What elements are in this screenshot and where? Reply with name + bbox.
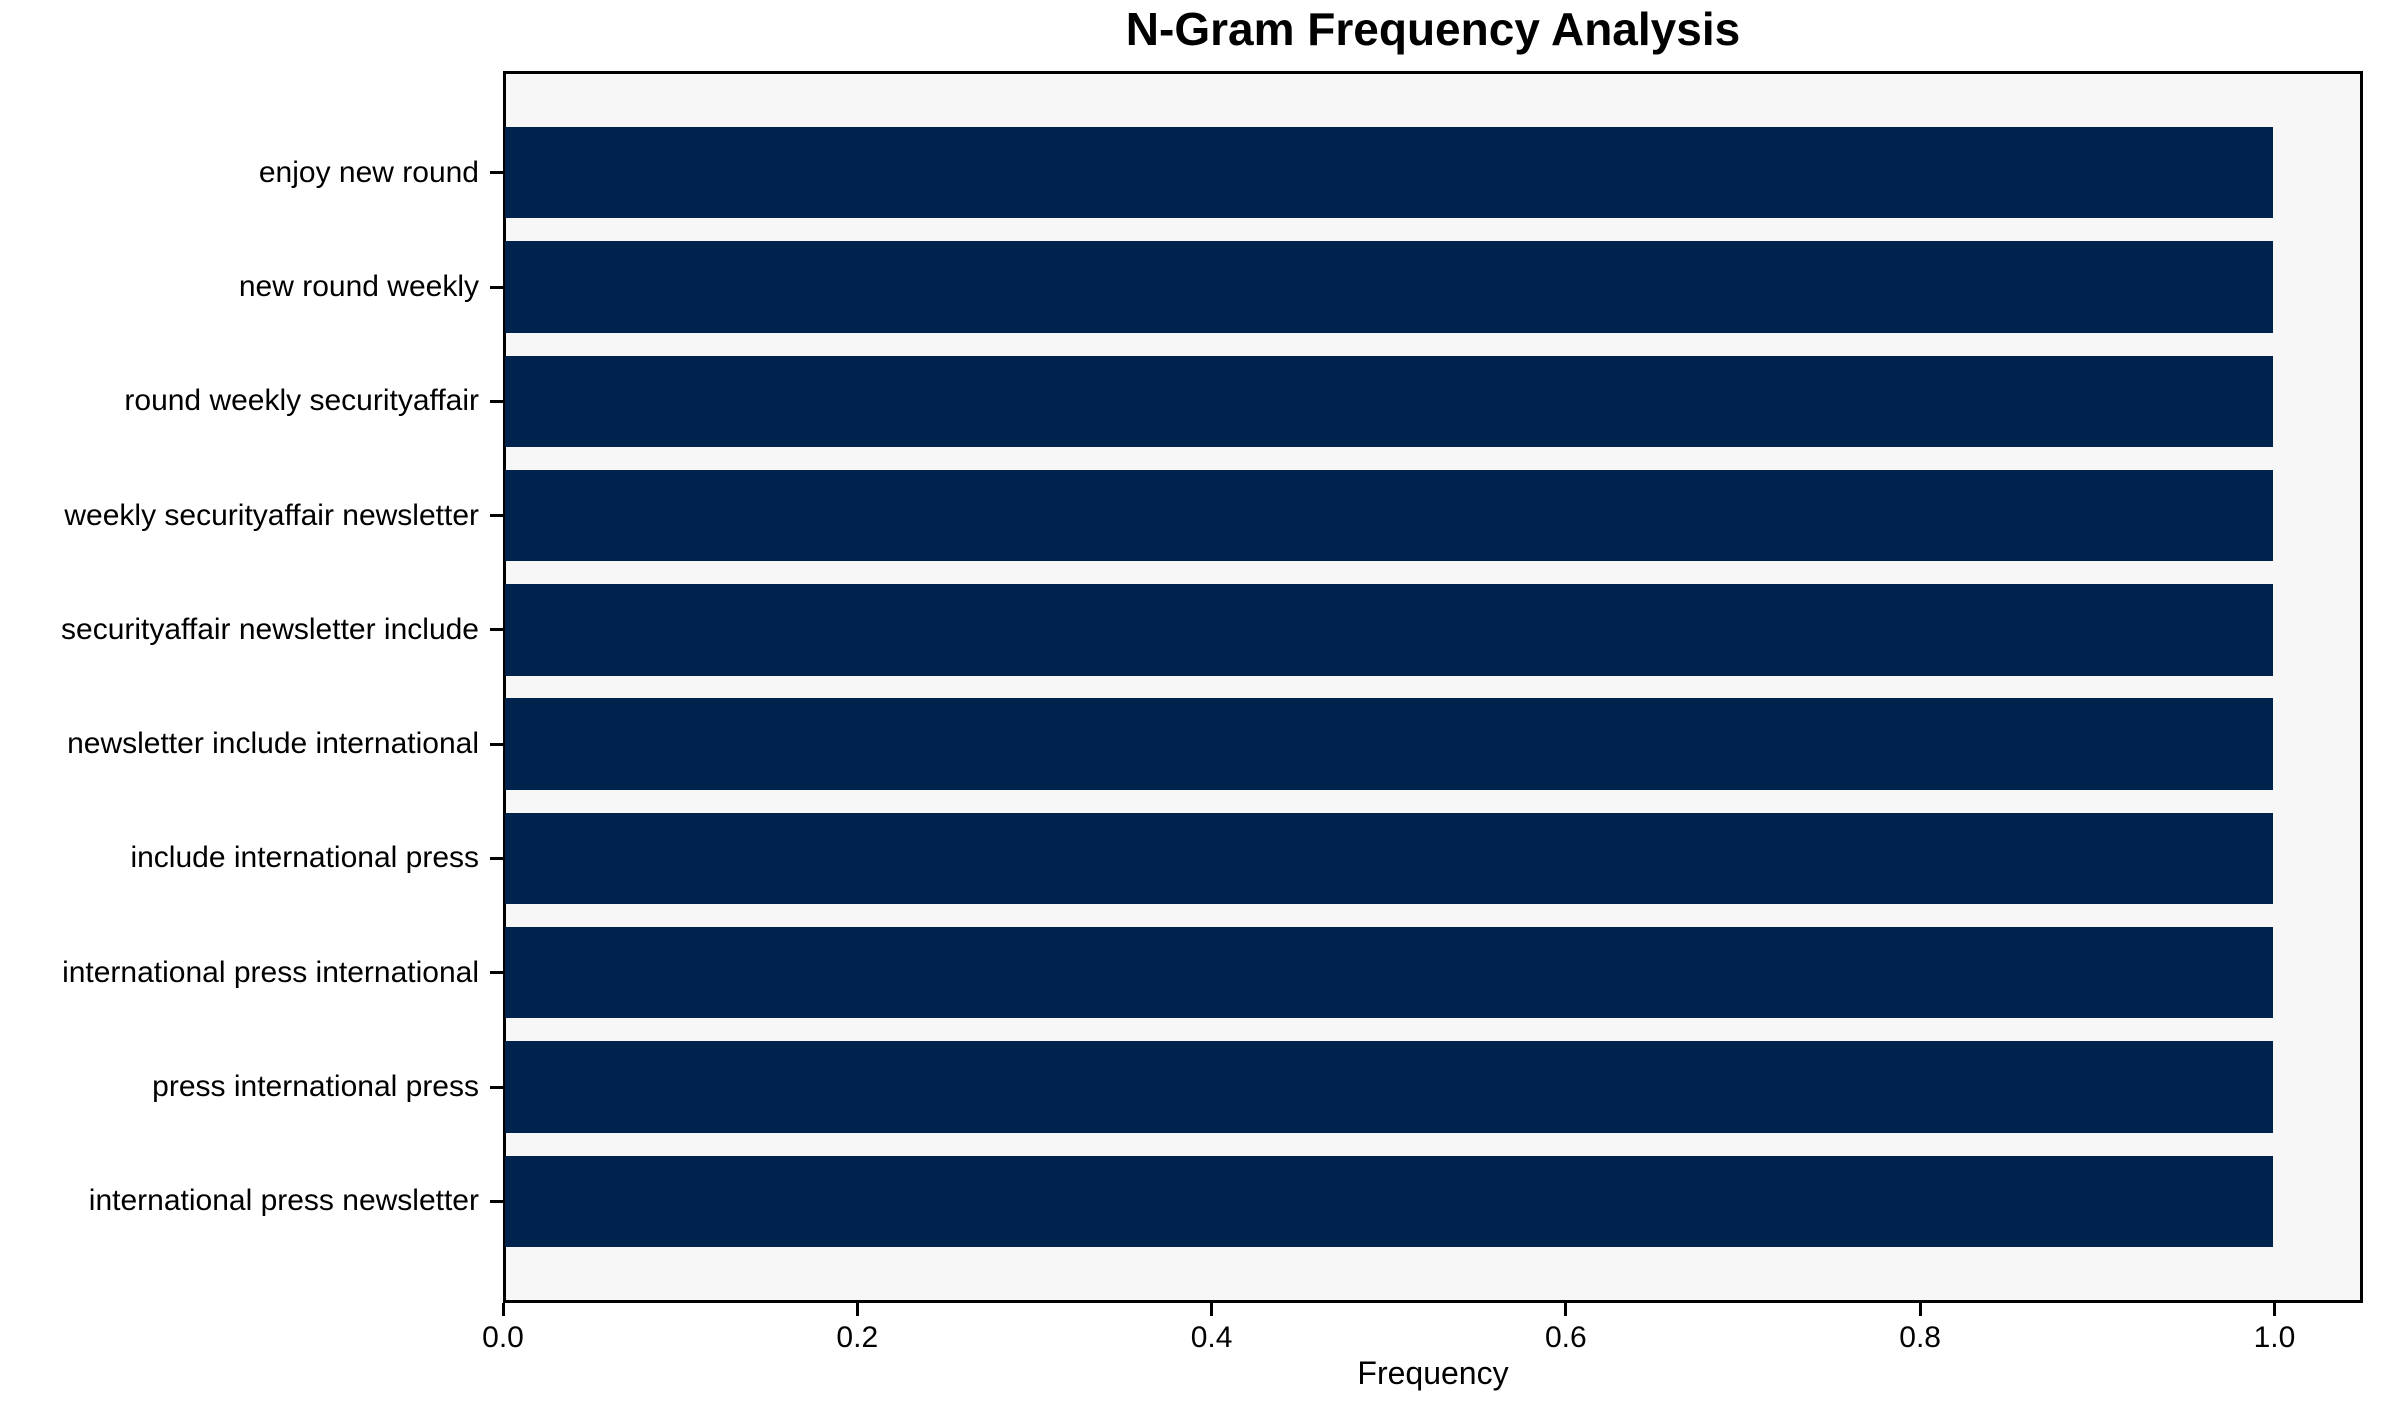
x-tick-label: 0.2 <box>836 1321 879 1354</box>
bar <box>505 469 2273 562</box>
bar <box>505 1155 2273 1247</box>
x-tick-mark <box>1210 1303 1214 1316</box>
bar <box>505 927 2273 1019</box>
x-tick-label: 0.6 <box>1544 1321 1587 1354</box>
y-tick-mark <box>490 742 503 746</box>
bar <box>505 241 2273 333</box>
y-tick-mark <box>490 514 503 518</box>
chart-title: N-Gram Frequency Analysis <box>1125 3 1741 55</box>
x-tick-mark <box>855 1303 859 1316</box>
y-tick-mark <box>490 399 503 403</box>
x-tick-label: 0.0 <box>482 1321 524 1354</box>
x-tick-label: 0.4 <box>1190 1321 1233 1354</box>
bar <box>505 355 2273 447</box>
bar <box>505 127 2273 219</box>
x-axis-label: Frequency <box>1357 1355 1509 1391</box>
y-tick-label: press international press <box>152 1070 479 1103</box>
x-tick-mark <box>501 1303 505 1316</box>
bar <box>505 1041 2273 1133</box>
bar <box>505 584 2273 676</box>
y-tick-label: weekly securityaffair newsletter <box>64 498 479 532</box>
y-tick-label: include international press <box>130 841 479 875</box>
x-tick-label: 1.0 <box>2253 1321 2296 1354</box>
y-tick-mark <box>490 1199 503 1203</box>
y-tick-label: round weekly securityaffair <box>124 384 479 418</box>
x-tick-mark <box>2272 1303 2276 1316</box>
y-tick-mark <box>490 1085 503 1089</box>
y-tick-label: new round weekly <box>238 270 479 303</box>
y-tick-label: newsletter include international <box>67 727 479 761</box>
y-tick-mark <box>490 171 503 175</box>
y-tick-label: securityaffair newsletter include <box>61 612 479 646</box>
bar <box>505 698 2273 790</box>
y-tick-mark <box>490 856 503 860</box>
y-tick-mark <box>490 285 503 289</box>
bar <box>505 812 2273 905</box>
x-tick-mark <box>1918 1303 1922 1316</box>
y-tick-label: enjoy new round <box>258 155 479 189</box>
y-tick-label: international press international <box>62 955 479 989</box>
y-tick-label: international press newsletter <box>88 1184 479 1218</box>
x-tick-label: 0.8 <box>1899 1321 1941 1354</box>
y-tick-mark <box>490 628 503 632</box>
y-tick-mark <box>490 971 503 975</box>
x-tick-mark <box>1564 1303 1568 1316</box>
